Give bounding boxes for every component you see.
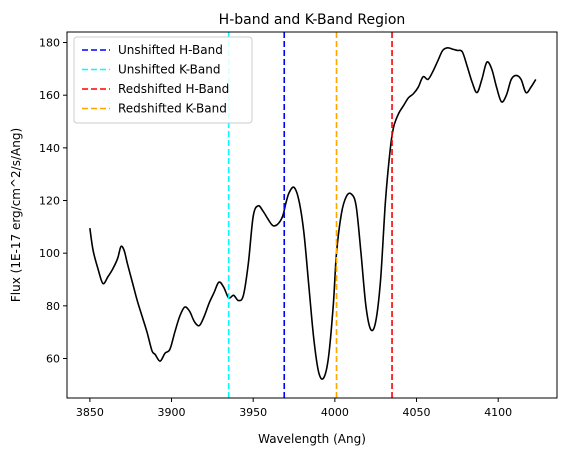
plot-area: [66, 31, 558, 399]
y-axis-label: Flux (1E-17 erg/cm^2/s/Ang): [9, 128, 23, 302]
y-axis: 60 80 100 120 140 160 180: [39, 37, 67, 366]
chart-title: H-band and K-Band Region: [219, 12, 406, 28]
legend-label: Redshifted H-Band: [118, 82, 229, 96]
y-tick-label: 80: [46, 300, 60, 313]
y-tick-label: 140: [39, 142, 60, 155]
legend: Unshifted H-Band Unshifted K-Band Redshift…: [73, 36, 253, 124]
reference-lines: [227, 32, 393, 398]
legend-box: [73, 36, 253, 124]
axes-frame: [66, 31, 558, 399]
series-layer: [89, 46, 537, 380]
x-tick-label: 4000: [321, 406, 349, 419]
x-tick-label: 3950: [239, 406, 267, 419]
y-tick-label: 120: [39, 195, 60, 208]
x-tick-label: 3850: [76, 406, 104, 419]
y-tick-label: 180: [39, 37, 60, 50]
y-tick-label: 100: [39, 247, 60, 260]
legend-label: Unshifted H-Band: [118, 43, 223, 57]
x-axis-label: Wavelength (Ang): [258, 432, 366, 446]
x-tick-label: 3900: [158, 406, 186, 419]
y-tick-label: 160: [39, 89, 60, 102]
y-tick-label: 60: [46, 353, 60, 366]
x-tick-label: 4050: [403, 406, 431, 419]
x-axis: 3850 3900 3950 4000 4050 4100: [76, 398, 512, 419]
legend-label: Unshifted K-Band: [118, 63, 220, 77]
x-tick-label: 4100: [484, 406, 512, 419]
flux-series-line: [89, 46, 537, 380]
legend-label: Redshifted K-Band: [118, 102, 227, 116]
